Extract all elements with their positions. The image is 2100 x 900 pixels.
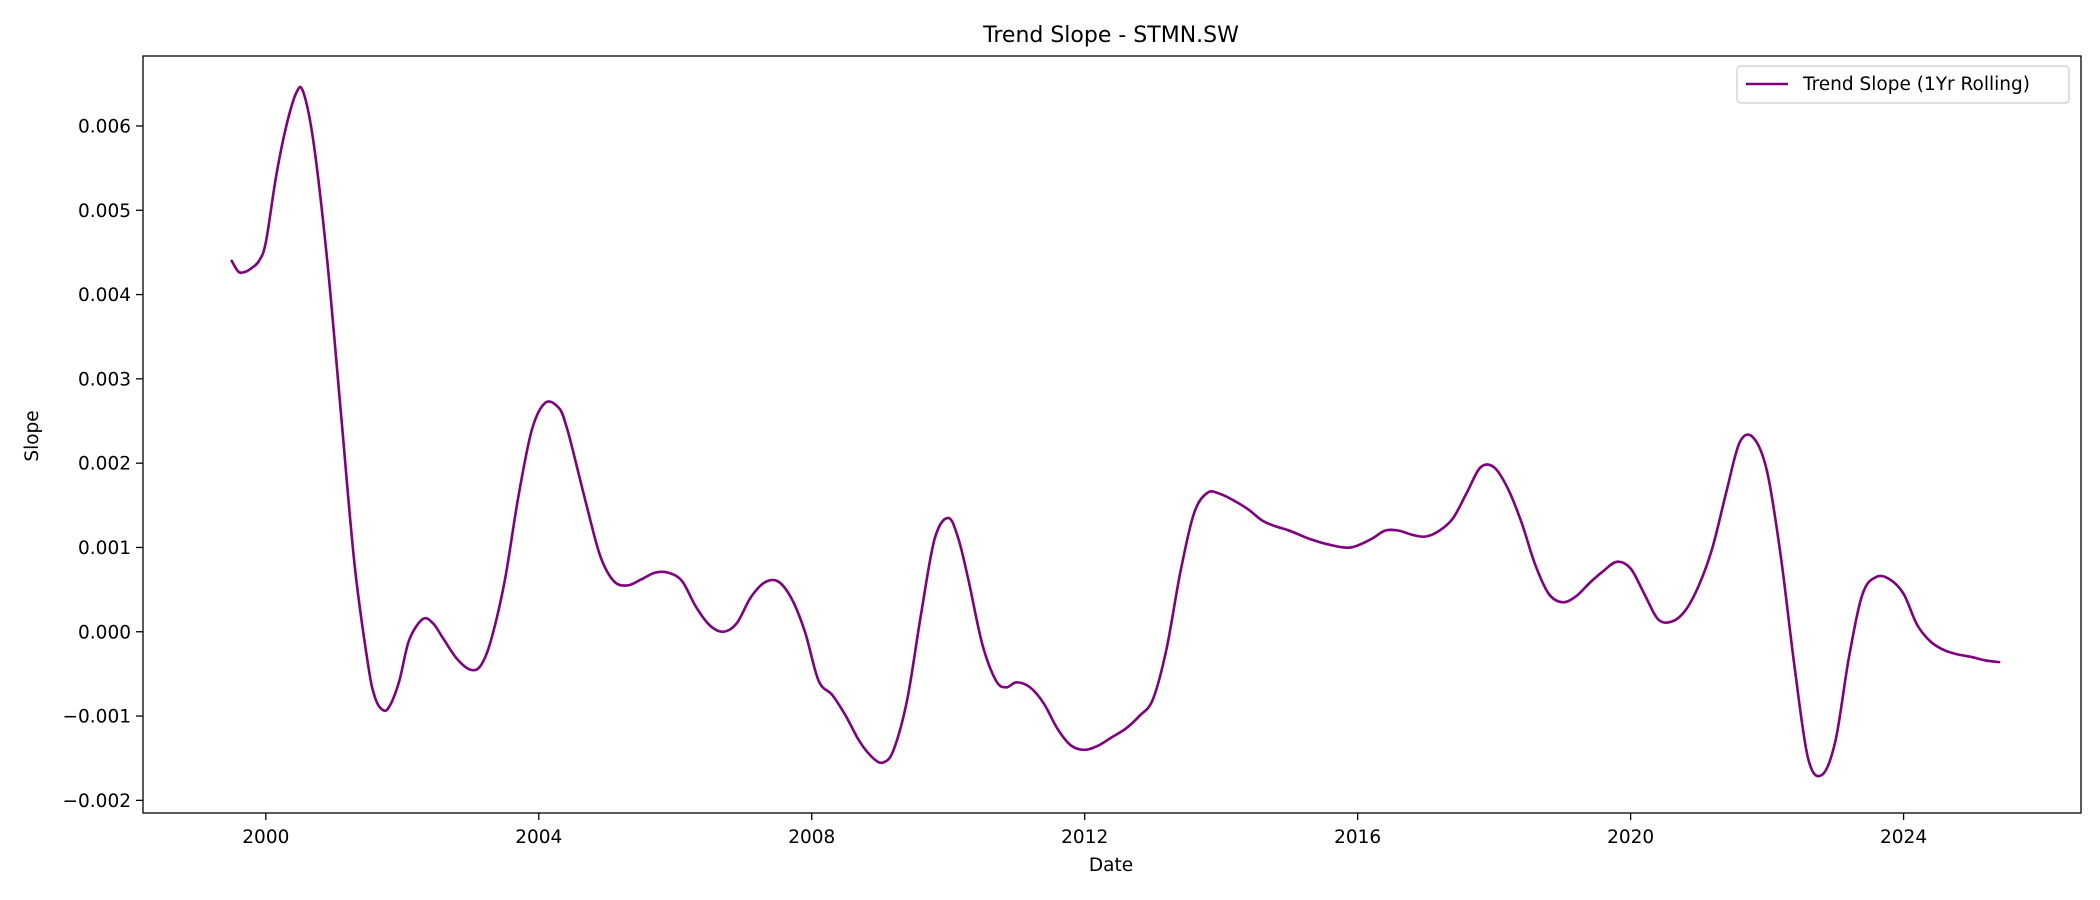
x-axis-ticks: 2000 2004 2008 2012 2016 2020 2024 <box>242 813 1927 848</box>
y-tick-label: 0.006 <box>78 116 131 137</box>
y-tick-label: 0.002 <box>78 454 131 475</box>
x-axis-label: Date <box>1089 855 1133 876</box>
plot-area <box>143 56 2081 813</box>
x-tick-label: 2020 <box>1607 827 1654 848</box>
y-axis-ticks: −0.002 −0.001 0.000 0.001 0.002 0.003 0.004 0.0… <box>63 116 143 812</box>
x-tick-label: 2012 <box>1061 827 1108 848</box>
legend-box <box>1736 65 2070 104</box>
x-tick-label: 2000 <box>242 827 289 848</box>
y-tick-label: 0.005 <box>78 201 131 222</box>
y-axis-label: Slope <box>22 410 43 461</box>
y-tick-label: −0.001 <box>63 707 131 728</box>
chart-title: Trend Slope - STMN.SW <box>982 23 1239 48</box>
legend-label: Trend Slope (1Yr Rolling) <box>1802 74 2030 95</box>
legend: Trend Slope (1Yr Rolling) <box>1736 65 2070 104</box>
x-tick-label: 2008 <box>788 827 835 848</box>
x-tick-label: 2024 <box>1880 827 1927 848</box>
x-tick-label: 2016 <box>1334 827 1381 848</box>
y-tick-label: 0.003 <box>78 369 131 390</box>
y-tick-label: 0.004 <box>78 285 131 306</box>
series-line-trend-slope <box>230 85 2001 778</box>
y-tick-label: 0.000 <box>78 622 131 643</box>
x-tick-label: 2004 <box>515 827 562 848</box>
y-tick-label: 0.001 <box>78 538 131 559</box>
plot-frame <box>142 55 2082 814</box>
y-tick-label: −0.002 <box>63 791 131 812</box>
